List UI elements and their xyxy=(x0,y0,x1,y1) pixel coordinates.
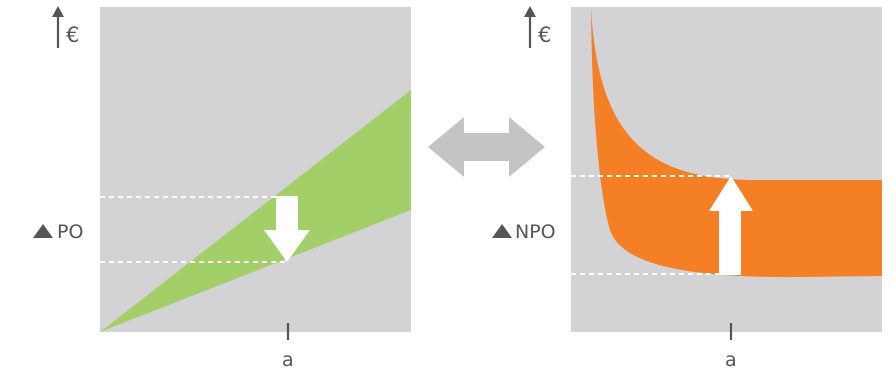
right-x-label: a xyxy=(725,349,737,369)
up-arrow-icon xyxy=(709,176,753,275)
right-panel: € NPO a xyxy=(492,6,882,369)
left-delta-triangle-icon xyxy=(33,224,53,238)
left-y-axis-arrow-icon xyxy=(52,6,64,48)
right-y-axis-arrow-icon xyxy=(524,6,536,48)
right-band xyxy=(591,7,882,278)
left-delta-label: PO xyxy=(57,221,83,243)
left-y-axis-label: € xyxy=(66,23,79,47)
left-band xyxy=(100,90,411,332)
left-panel: € PO a xyxy=(33,6,411,369)
down-arrow-icon xyxy=(264,196,310,262)
right-y-axis-label: € xyxy=(538,23,551,47)
right-delta-triangle-icon xyxy=(492,224,512,238)
right-delta-label: NPO xyxy=(515,221,556,243)
left-x-label: a xyxy=(282,349,294,369)
double-headed-arrow-icon xyxy=(428,117,545,177)
